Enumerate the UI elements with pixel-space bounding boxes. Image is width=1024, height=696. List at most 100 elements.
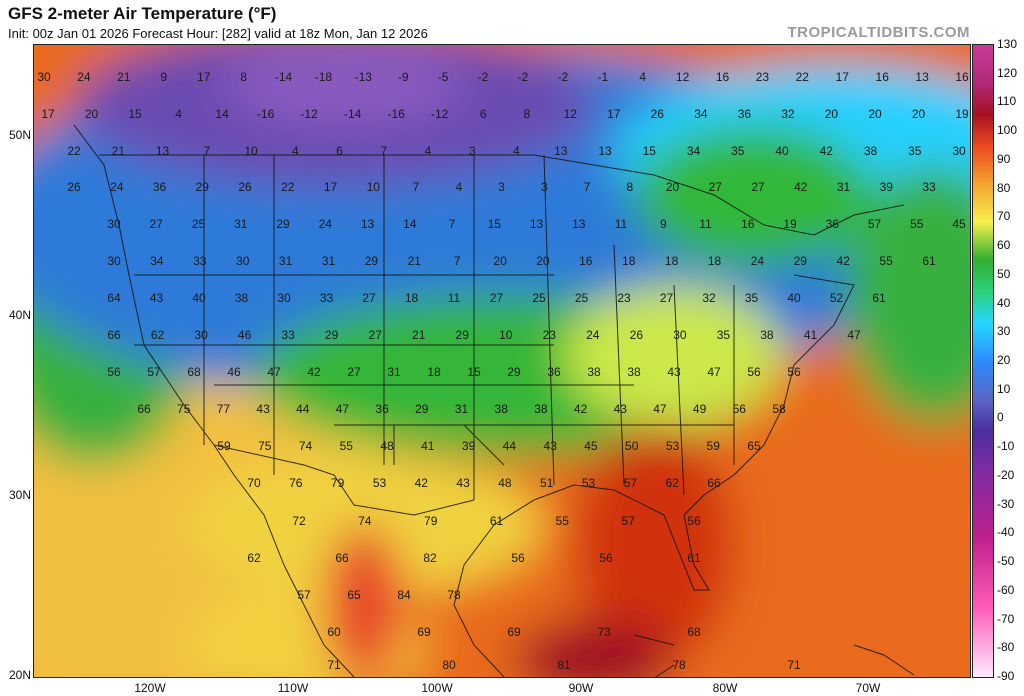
temperature-value: 61	[687, 551, 701, 565]
map-subtitle: Init: 00z Jan 01 2026 Forecast Hour: [28…	[8, 26, 428, 41]
temperature-value: 16	[716, 70, 730, 84]
temperature-value: -16	[257, 107, 275, 121]
temperature-value: 40	[787, 291, 801, 305]
temperature-value: -2	[558, 70, 569, 84]
temperature-value: 80	[442, 658, 456, 672]
temperature-value: 55	[910, 217, 924, 231]
temperature-value: 47	[847, 328, 861, 342]
temperature-value: -5	[438, 70, 449, 84]
colorbar-label: 50	[997, 266, 1011, 281]
temperature-value: 36	[547, 365, 561, 379]
colorbar-label: -20	[997, 467, 1015, 482]
temperature-value: 53	[582, 476, 596, 490]
temperature-value: 20	[536, 254, 550, 268]
temperature-value: 31	[837, 180, 851, 194]
temperature-value: 43	[544, 439, 558, 453]
temperature-value: 59	[707, 439, 721, 453]
temperature-value: 30	[952, 144, 966, 158]
temperature-value: 25	[575, 291, 589, 305]
temperature-value: 57	[147, 365, 161, 379]
lon-label-110w: 110W	[277, 681, 309, 695]
colorbar-label: 120	[997, 65, 1018, 80]
temperature-value: 4	[513, 144, 520, 158]
temperature-value: 79	[331, 476, 345, 490]
temperature-value: 56	[787, 365, 801, 379]
temperature-value: 38	[864, 144, 878, 158]
temperature-value: 7	[584, 180, 591, 194]
temperature-value: 53	[373, 476, 387, 490]
temperature-value: 23	[543, 328, 557, 342]
colorbar-label: 10	[997, 381, 1011, 396]
temperature-value: 31	[279, 254, 293, 268]
temperature-value: 31	[455, 402, 469, 416]
temperature-value: 31	[234, 217, 248, 231]
temperature-value: 82	[423, 551, 437, 565]
map-borders	[73, 124, 915, 677]
temperature-value: 10	[244, 144, 258, 158]
temperature-value: 21	[408, 254, 422, 268]
lat-label-30n: 30N	[8, 488, 31, 502]
colorbar-label: 80	[997, 180, 1011, 195]
map-canvas: 30 24 21 9 17 8 -14 -18 -13 -9 -5 -2 -2 -2 -1 4 12 16 23 22…	[34, 45, 970, 677]
temperature-value: 34	[150, 254, 164, 268]
temperature-value: 42	[307, 365, 321, 379]
temperature-value: 76	[289, 476, 303, 490]
temperature-value: 55	[556, 514, 570, 528]
temperature-value: 3	[498, 180, 505, 194]
temperature-value: 33	[193, 254, 207, 268]
temperature-value: 61	[872, 291, 886, 305]
temperature-value: 69	[417, 625, 431, 639]
temperature-value: 79	[424, 514, 438, 528]
temperature-value: 36	[153, 180, 167, 194]
temperature-value: 35	[717, 328, 731, 342]
temperature-value: 13	[598, 144, 612, 158]
temperature-value: 16	[955, 70, 969, 84]
colorbar-label: 0	[997, 410, 1004, 425]
temperature-map[interactable]: 30 24 21 9 17 8 -14 -18 -13 -9 -5 -2 -2 -2 -1 4 12 16 23 22…	[33, 44, 971, 678]
temperature-value: 27	[369, 328, 383, 342]
colorbar-label: -80	[997, 640, 1015, 655]
temperature-value: 29	[325, 328, 339, 342]
temperature-value: 36	[826, 217, 840, 231]
temperature-value: 55	[340, 439, 354, 453]
temperature-value: 84	[397, 588, 411, 602]
temperature-value: 25	[532, 291, 546, 305]
temperature-value: 75	[177, 402, 191, 416]
temperature-value: 44	[296, 402, 310, 416]
temperature-value: 35	[731, 144, 745, 158]
temperature-value: 66	[707, 476, 721, 490]
temperature-value: 32	[702, 291, 716, 305]
temperature-value: 48	[498, 476, 512, 490]
temperature-value: 62	[151, 328, 165, 342]
temperature-labels: 30 24 21 9 17 8 -14 -18 -13 -9 -5 -2 -2 -2 -1 4 12 16 23 22…	[37, 70, 969, 672]
colorbar-label: 30	[997, 324, 1011, 339]
temperature-value: 18	[665, 254, 679, 268]
colorbar-label: 100	[997, 123, 1018, 138]
temperature-value: 32	[781, 107, 795, 121]
temperature-value: 39	[462, 439, 476, 453]
lat-label-40n: 40N	[8, 308, 31, 322]
temperature-value: 27	[490, 291, 504, 305]
temperature-value: -12	[431, 107, 449, 121]
temperature-value: 16	[741, 217, 755, 231]
temperature-value: 27	[362, 291, 376, 305]
temperature-value: 21	[117, 70, 131, 84]
temperature-value: 27	[347, 365, 361, 379]
temperature-value: 56	[747, 365, 761, 379]
lat-label-20n: 20N	[8, 668, 31, 682]
temperature-value: 14	[215, 107, 229, 121]
temperature-value: 13	[530, 217, 544, 231]
brand-watermark: TROPICALTIDBITS.COM	[787, 24, 970, 41]
temperature-value: 4	[455, 180, 462, 194]
colorbar-label: 20	[997, 353, 1011, 367]
lon-label-90w: 90W	[568, 681, 594, 695]
temperature-value: 42	[820, 144, 834, 158]
temperature-value: 31	[322, 254, 336, 268]
temperature-field	[34, 45, 970, 677]
colorbar-label: 130	[997, 37, 1018, 51]
temperature-value: 45	[952, 217, 966, 231]
temperature-value: 29	[456, 328, 470, 342]
temperature-value: 14	[403, 217, 417, 231]
temperature-value: 22	[796, 70, 810, 84]
temperature-value: 26	[238, 180, 252, 194]
